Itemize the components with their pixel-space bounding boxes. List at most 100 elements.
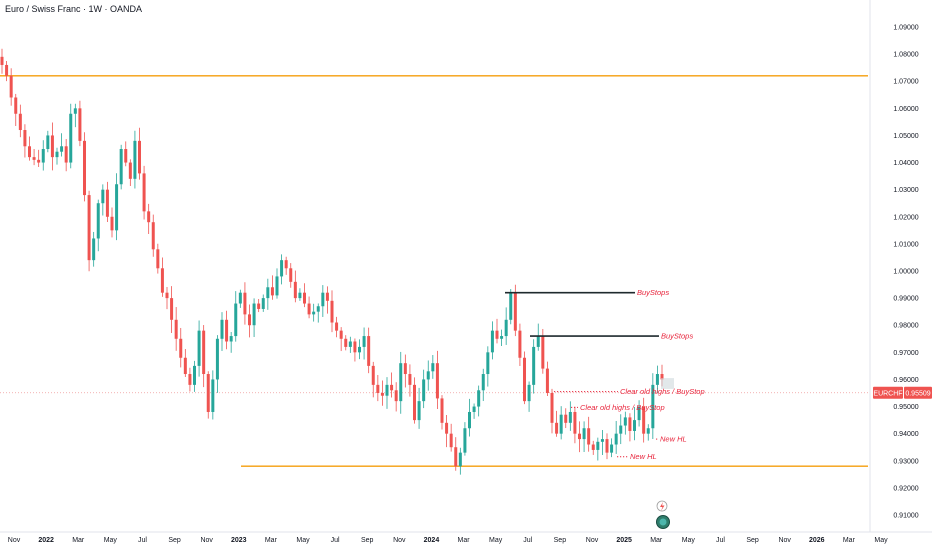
y-tick-label: 1.05000 — [893, 133, 918, 140]
y-tick-label: 0.96000 — [893, 377, 918, 384]
candle-body — [174, 319, 178, 339]
x-tick-label: May — [489, 537, 503, 544]
x-tick-label: Sep — [746, 537, 759, 544]
candle-body — [60, 146, 64, 152]
candle-body — [509, 292, 513, 320]
event-marker-inner — [659, 518, 667, 526]
candle-body — [156, 249, 160, 269]
candle-body — [225, 319, 229, 342]
y-tick-label: 1.01000 — [893, 241, 918, 248]
candle-body — [403, 363, 407, 375]
y-tick-label: 0.93000 — [893, 458, 918, 465]
candle-body — [325, 292, 329, 301]
event-icons[interactable] — [656, 500, 670, 529]
x-tick-label: Sep — [168, 537, 181, 544]
candle-body — [37, 159, 41, 163]
candle-body — [133, 140, 137, 179]
candle-body — [399, 363, 403, 402]
annotations: Clear old highs / BuyStop Clear old highs… — [554, 378, 705, 461]
y-tick-label: 1.06000 — [893, 106, 918, 113]
candle-body — [9, 75, 13, 98]
x-tick-label: 2026 — [809, 537, 825, 544]
candle-body — [371, 365, 375, 385]
x-tick-label: Mar — [72, 537, 85, 544]
x-tick-label: Sep — [361, 537, 374, 544]
candle-body — [582, 428, 586, 440]
x-tick-label: May — [682, 537, 696, 544]
x-tick-label: May — [296, 537, 310, 544]
x-tick-label: Nov — [586, 537, 599, 544]
candle-body — [445, 422, 449, 434]
candle-body — [270, 287, 274, 296]
candle-body — [550, 393, 554, 423]
candle-body — [55, 151, 59, 158]
candle-body — [142, 173, 146, 212]
candle-body — [541, 336, 545, 369]
y-tick-label: 1.09000 — [893, 25, 918, 32]
candle-body — [344, 338, 348, 347]
candle-body — [128, 162, 132, 179]
candle-body — [390, 384, 394, 391]
candle-body — [486, 352, 490, 375]
candle-body — [238, 292, 242, 304]
candle-body — [321, 292, 325, 307]
candle-body — [463, 428, 467, 453]
x-tick-label: Mar — [265, 537, 278, 544]
y-tick-label: 1.00000 — [893, 269, 918, 276]
candle-body — [202, 330, 206, 375]
candle-body — [206, 374, 210, 412]
candle-body — [32, 157, 36, 160]
y-tick-label: 1.02000 — [893, 214, 918, 221]
candle-body — [426, 371, 430, 380]
candle-body — [83, 140, 86, 196]
candle-body — [591, 444, 595, 450]
candle-body — [417, 401, 421, 421]
candle-body — [380, 393, 384, 396]
x-tick-label: Mar — [458, 537, 471, 544]
x-tick-label: 2023 — [231, 537, 247, 544]
x-tick-label: Jul — [716, 537, 725, 544]
y-tick-label: 1.07000 — [893, 79, 918, 86]
candle-body — [458, 452, 462, 467]
price-axis[interactable]: 1.09000 1.08000 1.07000 1.06000 1.05000 1.040… — [869, 0, 919, 532]
symbol-tag-label: EURCHF — [873, 390, 902, 397]
candle-body — [101, 189, 105, 204]
candle-body — [358, 346, 361, 353]
y-tick-label: 0.99000 — [893, 296, 918, 303]
candle-body — [527, 384, 531, 402]
x-tick-label: 2024 — [424, 537, 440, 544]
symbol-tag — [873, 386, 903, 399]
resistance-lines[interactable]: BuyStops·BuyStops· — [505, 288, 694, 341]
annotation-label: New HL — [630, 452, 657, 461]
y-tick-label: 1.03000 — [893, 187, 918, 194]
x-tick-label: Jul — [138, 537, 147, 544]
candle-body — [596, 441, 600, 450]
candle-body — [234, 303, 238, 337]
candle-body — [568, 411, 572, 423]
candles — [0, 48, 664, 475]
candle-body — [96, 203, 100, 239]
candle-body — [339, 330, 343, 339]
candle-body — [573, 411, 577, 434]
buystops-tick: · — [667, 288, 670, 297]
highlight-box — [661, 378, 674, 389]
candle-body — [188, 374, 192, 385]
candle-body — [619, 425, 623, 434]
candle-body — [220, 319, 224, 339]
candle-body — [138, 140, 141, 174]
candle-body — [481, 374, 485, 391]
candle-body — [536, 336, 540, 347]
x-tick-label: Mar — [843, 537, 856, 544]
candle-body — [183, 357, 187, 375]
candle-body — [637, 406, 641, 421]
candle-body — [376, 384, 380, 393]
candle-body — [293, 281, 297, 299]
candle-body — [64, 146, 68, 163]
candle-body — [362, 336, 366, 347]
horizontal-levels — [0, 75, 868, 467]
buystops-tick: · — [691, 332, 694, 341]
time-axis[interactable]: Nov 2022 Mar May Jul Sep Nov 2023 Mar May Jul Sep No… — [0, 531, 932, 544]
candle-body — [229, 336, 233, 342]
y-tick-label: 1.04000 — [893, 160, 918, 167]
